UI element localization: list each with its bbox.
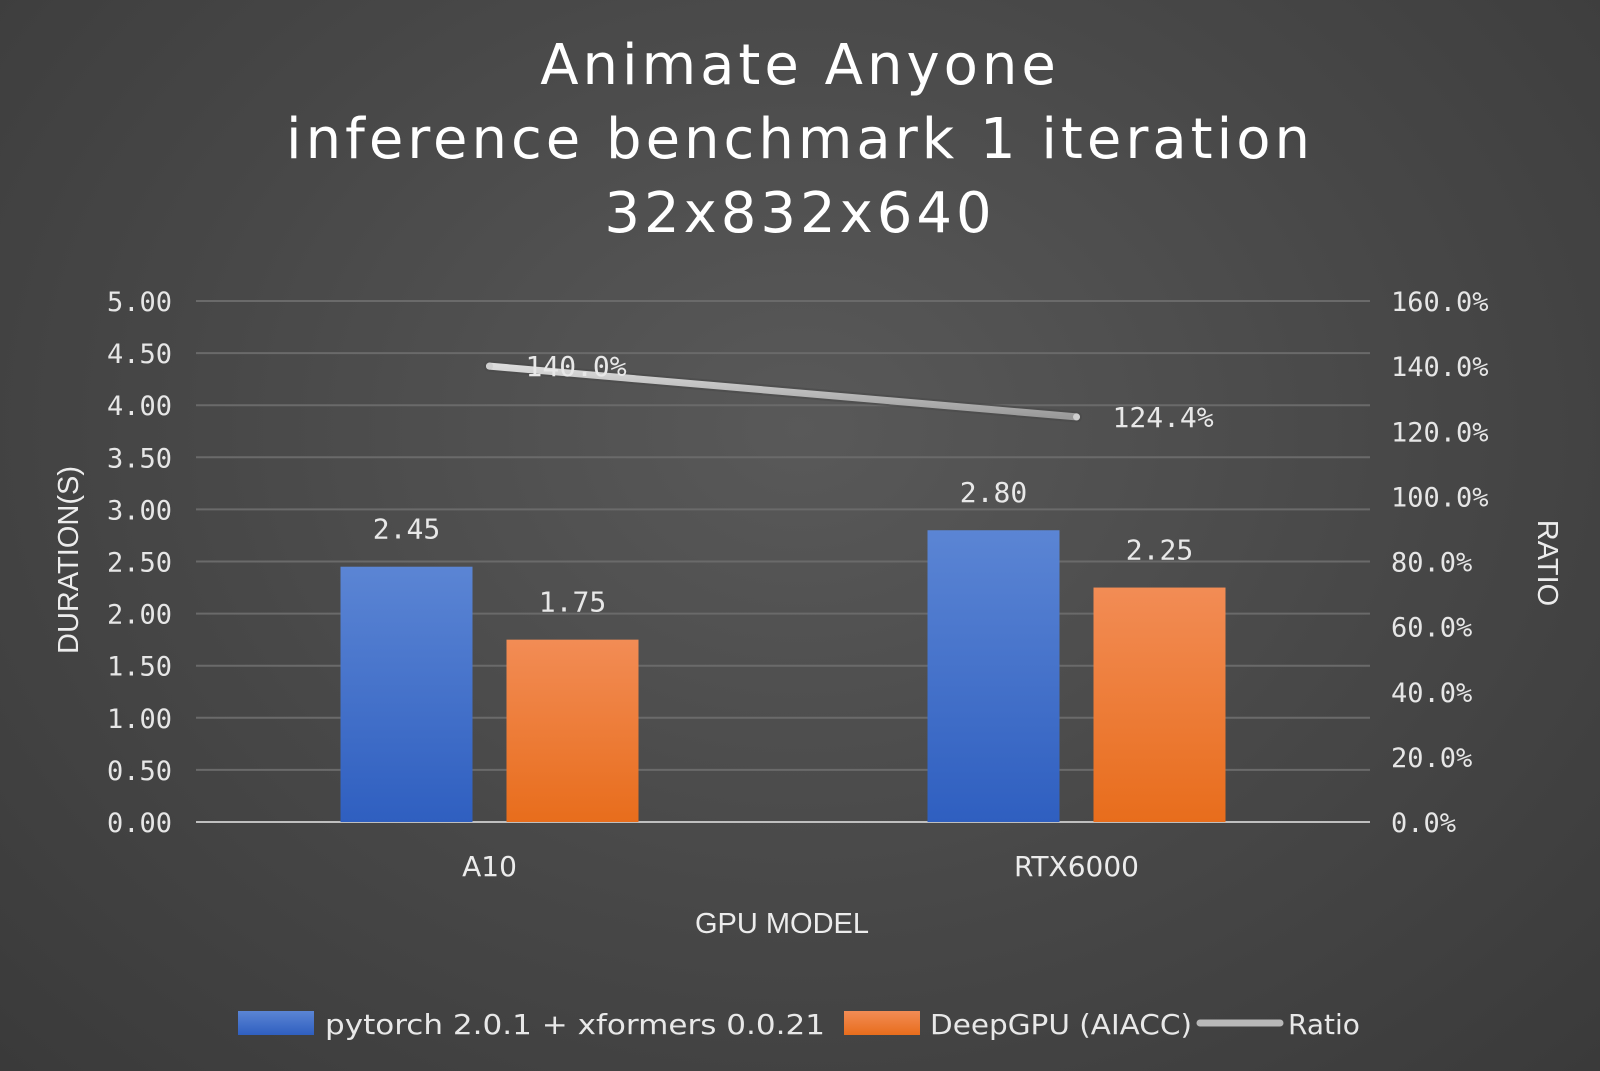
ratio-point	[1073, 413, 1080, 421]
chart-title-line-2: inference benchmark 1 iteration	[286, 107, 1314, 172]
chart-title-line-3: 32x832x640	[604, 181, 995, 246]
ratio-data-label: 124.4%	[1113, 401, 1214, 434]
ratio-line-series	[484, 360, 1082, 423]
y-tick-label: 4.00	[107, 391, 172, 422]
y-tick-label: 3.00	[107, 495, 172, 526]
bar	[506, 639, 639, 822]
chart-title: Animate Anyone inference benchmark 1 ite…	[286, 33, 1314, 246]
bar-data-label: 2.25	[1126, 534, 1193, 567]
y-tick-label: 0.00	[107, 808, 172, 839]
y2-tick-label: 80.0%	[1391, 548, 1472, 579]
y-tick-label: 1.00	[107, 704, 172, 735]
y-tick-label: 2.50	[107, 548, 172, 579]
legend: pytorch 2.0.1 + xformers 0.0.21 DeepGPU …	[238, 1008, 1360, 1041]
bar-data-label: 2.45	[373, 513, 440, 546]
legend-label-pytorch: pytorch 2.0.1 + xformers 0.0.21	[325, 1008, 825, 1041]
x-tick-label: RTX6000	[1014, 850, 1139, 883]
bar-data-label: 1.75	[539, 586, 606, 619]
data-labels: 2.45 1.75 2.80 2.25 140.0% 124.4%	[373, 350, 1214, 619]
bars	[340, 530, 1226, 822]
y-tick-label: 2.00	[107, 600, 172, 631]
x-axis-title: GPU MODEL	[695, 908, 869, 940]
y2-tick-label: 120.0%	[1391, 417, 1489, 448]
y2-tick-label: 20.0%	[1391, 743, 1472, 774]
y2-tick-label: 140.0%	[1391, 352, 1489, 383]
bar	[927, 530, 1060, 822]
y-tick-label: 5.00	[107, 287, 172, 318]
bar	[1093, 587, 1226, 822]
y2-axis-ticks: 0.0% 20.0% 40.0% 60.0% 80.0% 100.0% 120.0% 140.…	[1391, 287, 1489, 839]
x-tick-label: A10	[462, 850, 517, 883]
ratio-point	[486, 362, 493, 370]
y-tick-label: 3.50	[107, 443, 172, 474]
y-tick-label: 0.50	[107, 756, 172, 787]
y2-axis-title: RATIO	[1531, 520, 1563, 606]
chart-title-line-1: Animate Anyone	[540, 33, 1060, 98]
y2-tick-label: 60.0%	[1391, 613, 1472, 644]
legend-label-ratio: Ratio	[1288, 1008, 1360, 1041]
y2-tick-label: 100.0%	[1391, 482, 1489, 513]
legend-swatch-pytorch	[238, 1011, 314, 1035]
legend-swatch-deepgpu	[844, 1011, 920, 1035]
x-axis-ticks: A10 RTX6000	[462, 850, 1139, 883]
legend-label-deepgpu: DeepGPU (AIACC)	[930, 1008, 1192, 1041]
bar	[340, 566, 473, 822]
ratio-data-label: 140.0%	[526, 350, 627, 383]
y-axis-ticks: 0.00 0.50 1.00 1.50 2.00 2.50 3.00 3.50 4.00 4.50…	[107, 287, 172, 839]
ratio-line	[486, 362, 1080, 421]
bar-data-label: 2.80	[960, 476, 1027, 509]
y-tick-label: 4.50	[107, 339, 172, 370]
y2-tick-label: 40.0%	[1391, 678, 1472, 709]
y2-tick-label: 0.0%	[1391, 808, 1456, 839]
y2-tick-label: 160.0%	[1391, 287, 1489, 318]
y-tick-label: 1.50	[107, 652, 172, 683]
y-axis-title: DURATION(S)	[53, 466, 85, 654]
